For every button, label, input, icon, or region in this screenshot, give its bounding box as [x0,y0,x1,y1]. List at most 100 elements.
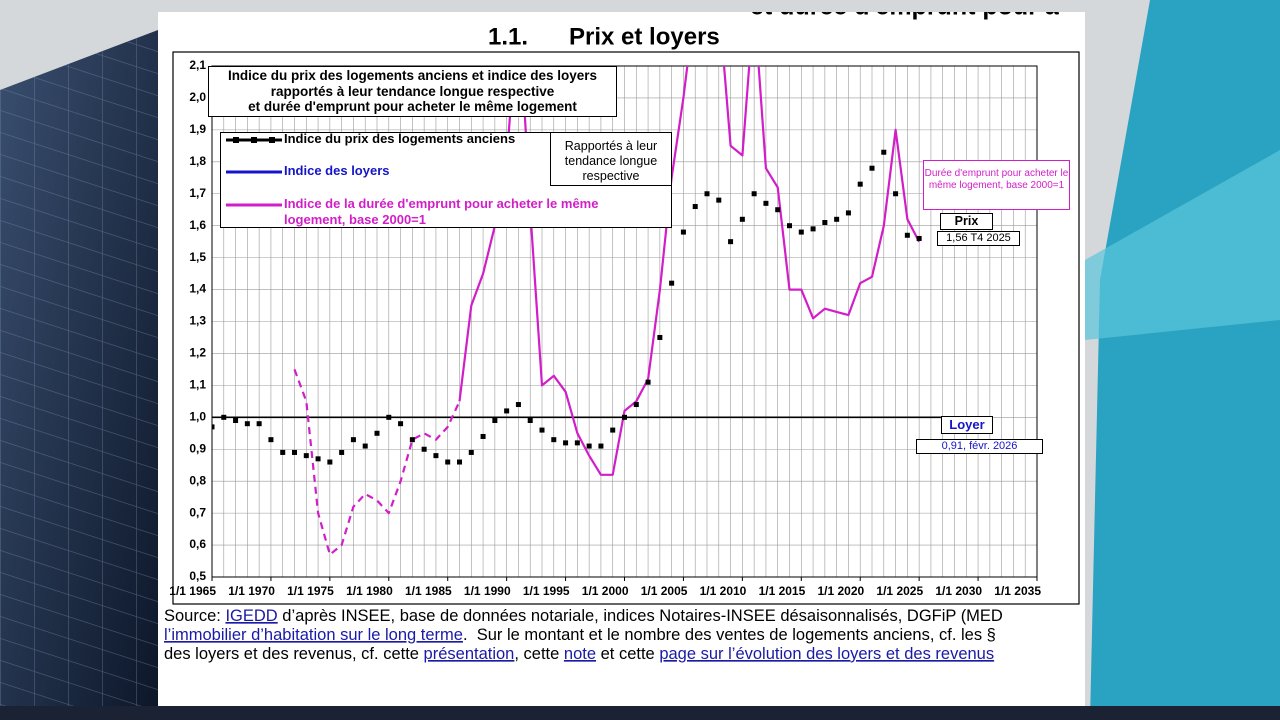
series-line [293,369,461,556]
inner-title-container: Indice du prix des logements anciens et … [208,66,617,117]
y-tick-label: 1,0 [189,409,206,423]
point-marker [598,443,604,449]
bottom-bar [0,706,1280,720]
x-tick-label: 1/1 2000 [582,584,629,598]
series-layer [212,66,941,556]
building-windows [0,30,158,720]
y-tick-label: 1,5 [189,250,206,264]
title: Prix et loyers [569,23,720,50]
y-tick-label: 1,8 [189,154,206,168]
point-marker [457,459,462,465]
series-line [458,66,921,476]
source-link[interactable]: IGEDD [225,607,277,625]
teal-panel-light [1085,150,1280,340]
point-marker [822,219,828,225]
annotation: Prix [940,213,993,230]
point-marker [244,421,250,427]
slide: et durée d'emprunt pour a 1.1. Prix et l… [158,0,1085,706]
source-link[interactable]: note [564,645,596,663]
source-link[interactable]: présentation [424,645,515,663]
point-marker [857,181,863,187]
source-text: d’après INSEE, base de données notariale… [278,607,1003,625]
point-marker [315,456,321,462]
x-tick-label: 1/1 2035 [994,584,1041,598]
legend-marker [233,137,239,143]
point-marker [433,453,439,459]
x-tick-label: 1/1 1965 [169,584,216,598]
annotation: 0,91, févr. 2026 [916,439,1043,454]
point-marker [704,191,710,197]
y-tick-label: 1,9 [189,122,206,136]
point-marker [445,459,451,465]
x-tick-label: 1/1 2010 [700,584,747,598]
source-text: . Sur le montant et le nombre des ventes… [463,626,996,644]
x-tick-label: 1/1 1980 [346,584,393,598]
x-tick-label: 1/1 1985 [405,584,452,598]
inner-title: Indice du prix des logements anciens et … [208,66,617,117]
y-tick-label: 2,0 [189,90,206,104]
point-marker [515,402,521,408]
point-marker [551,437,557,443]
point-marker [292,449,297,455]
note-box: Rapportés à leur tendance longue respect… [550,132,672,186]
point-marker [633,402,639,408]
x-tick-label: 1/1 1995 [523,584,570,598]
y-tick-label: 0,6 [189,537,206,551]
chart-frame [172,51,1080,605]
y-tick-label: 2,1 [189,58,206,72]
point-marker [680,229,686,235]
legend-marker [251,137,257,143]
plot: 0,5 0,6 0,7 0,8 0,9 1,0 1,1 1,2 1,3 1,4 1,5 1,6 1,7 1… [169,58,1070,598]
point-marker [539,427,545,433]
point-marker [775,207,781,213]
slide-bg [158,12,1085,706]
source-link[interactable]: page sur l’évolution des loyers et des r… [659,645,994,663]
point-marker [303,453,309,459]
point-marker [610,427,616,433]
point-marker [904,232,910,238]
point-marker [574,440,580,446]
point-marker [869,165,875,171]
point-marker [692,204,698,210]
note-box-container: Rapportés à leur tendance longue respect… [550,132,672,186]
point-marker [669,280,675,286]
legend-label-container: Indice de la durée d'emprunt pour achete… [284,196,598,227]
y-tick-label: 0,7 [189,505,206,519]
point-marker [386,414,392,420]
point-marker [527,418,533,424]
point-marker [563,440,569,446]
header-partial: et durée d'emprunt pour a [750,0,1060,21]
source-line: des loyers et des revenus, cf. cette pré… [164,645,994,663]
legend-marker [269,137,275,143]
point-marker [221,414,227,420]
title-number: 1.1. [488,23,528,50]
y-tick-label: 0,8 [189,473,206,487]
point-marker [212,424,215,430]
point-marker [728,239,734,245]
inner-title-line: et durée d'emprunt pour acheter le même … [248,99,577,114]
plot-area [211,65,1038,578]
source-link[interactable]: l’immobilier d’habitation sur le long te… [164,626,463,644]
point-marker [657,334,663,340]
inner-title-line: Indice du prix des logements anciens et … [227,68,598,83]
source-text: Source: [164,607,225,625]
point-marker [409,437,415,443]
point-marker [810,226,816,232]
y-tick-label: 1,2 [189,346,206,360]
point-marker [398,421,404,427]
annotation-container: Loyer [941,416,993,434]
source-text: et cette [596,645,659,663]
x-tick-label: 1/1 1975 [287,584,334,598]
legend-label-container: Indice du prix des logements anciens [284,131,515,146]
source-line: Source: IGEDD d’après INSEE, base de don… [164,607,1003,625]
point-marker [268,437,274,443]
legend-label-container: Indice des loyers [284,163,390,178]
x-tick-label: 1/1 1990 [464,584,511,598]
y-tick-label: 0,9 [189,441,206,455]
point-marker [798,229,804,235]
y-tick-label: 1,7 [189,186,206,200]
point-marker [751,191,757,197]
inner-title-line: rapportés à leur tendance longue respect… [270,83,555,99]
point-marker [504,408,510,414]
point-marker [421,446,427,452]
